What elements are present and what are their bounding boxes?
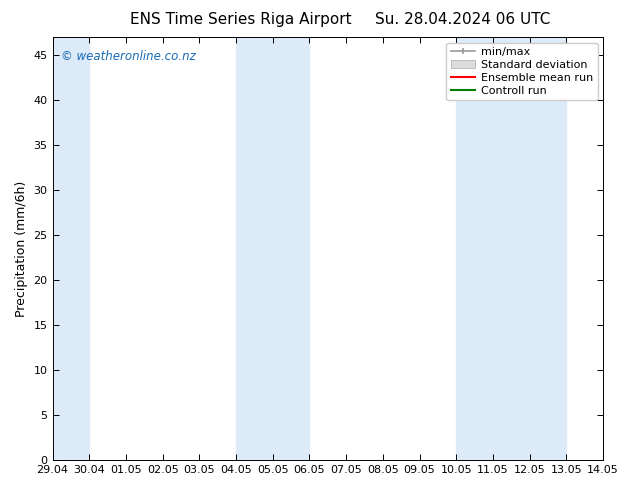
Legend: min/max, Standard deviation, Ensemble mean run, Controll run: min/max, Standard deviation, Ensemble me… [446, 43, 598, 100]
Bar [456, 37, 566, 460]
Y-axis label: Precipitation (mm/6h): Precipitation (mm/6h) [15, 180, 28, 317]
Text: ENS Time Series Riga Airport: ENS Time Series Riga Airport [130, 12, 352, 27]
Text: Su. 28.04.2024 06 UTC: Su. 28.04.2024 06 UTC [375, 12, 550, 27]
Text: © weatheronline.co.nz: © weatheronline.co.nz [61, 50, 195, 63]
Bar [236, 37, 309, 460]
Bar [53, 37, 89, 460]
